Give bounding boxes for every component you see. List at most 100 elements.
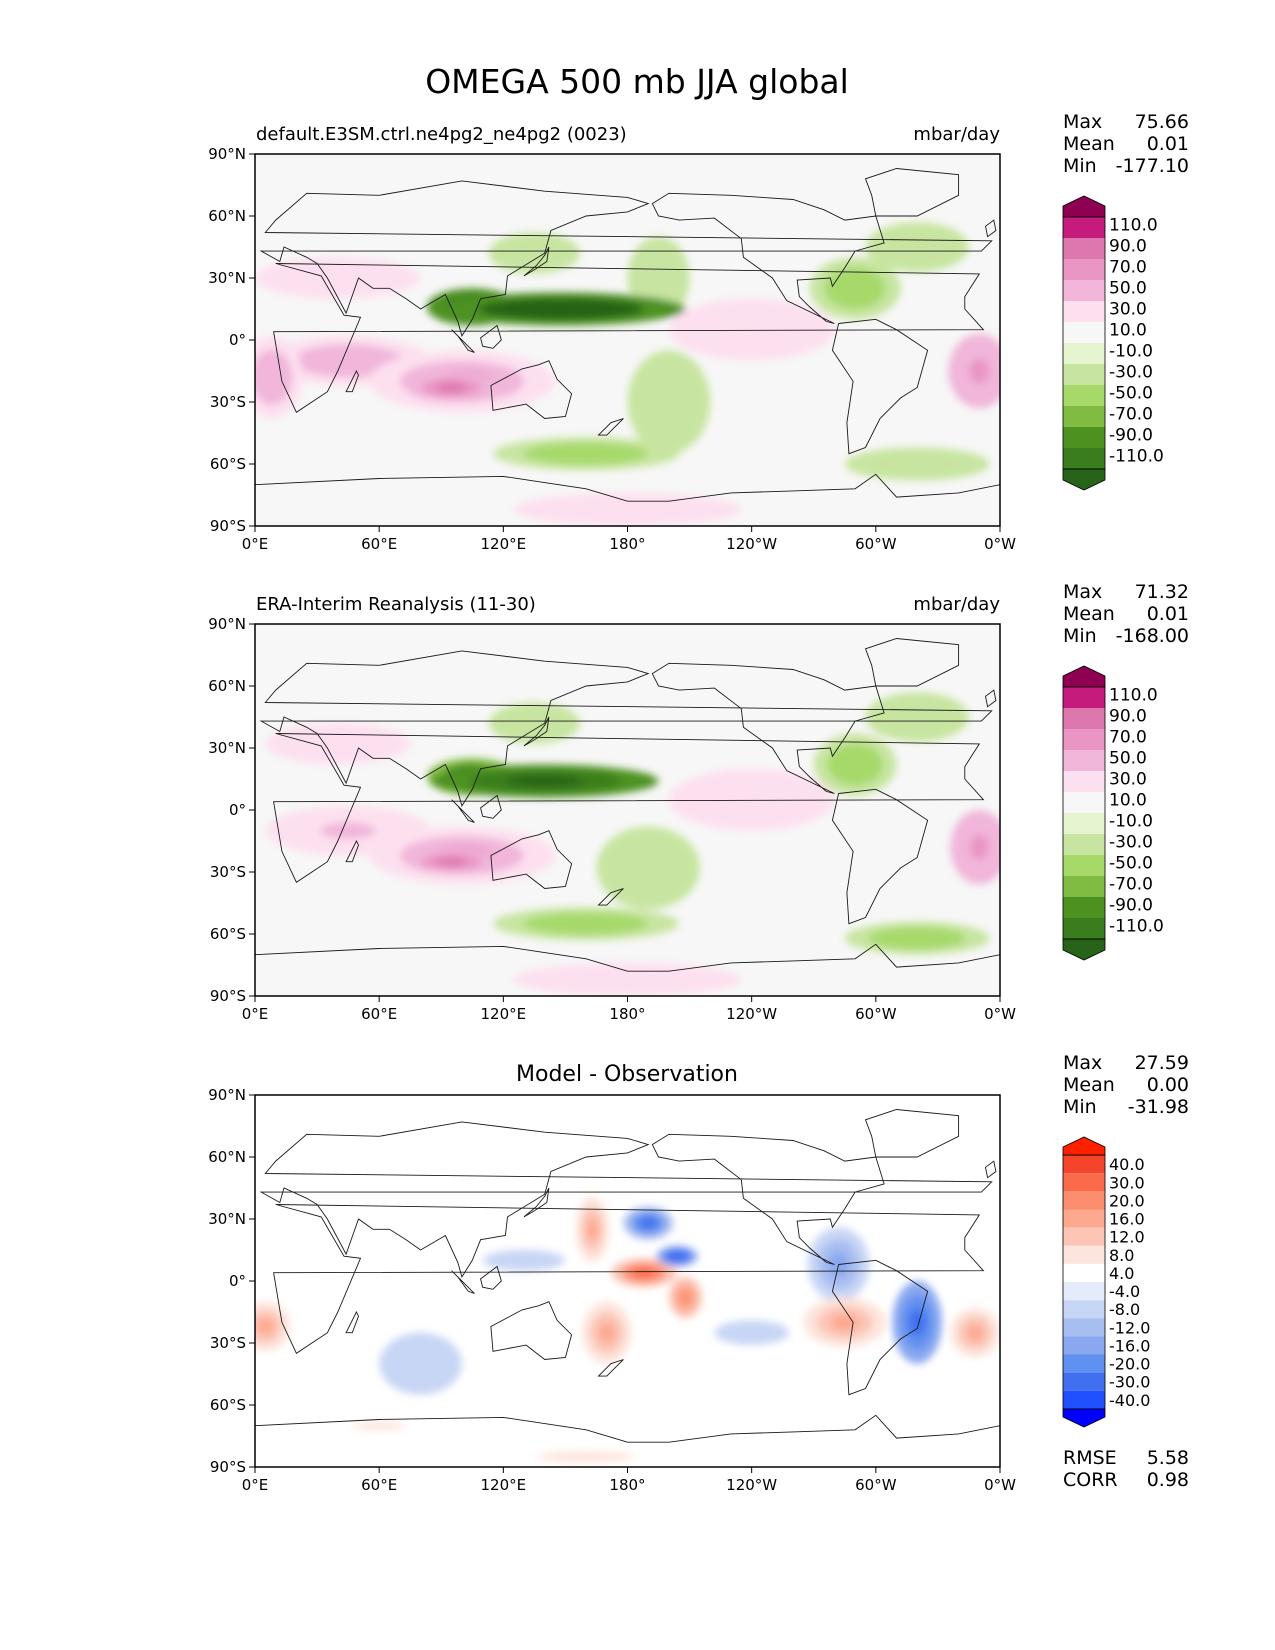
colorbar-segment	[1063, 918, 1105, 939]
coastlines	[255, 638, 1000, 996]
colorbar-level-label: -110.0	[1109, 446, 1164, 466]
colorbar-level-label: -90.0	[1109, 895, 1153, 915]
panel-reference-axes: 0°E 60°E 120°E 180° 120°W 60°W 0°W 90°N 60°N 30°N…	[208, 615, 1016, 1023]
panel-model-subtitle: default.E3SM.ctrl.ne4pg2_ne4pg2 (0023)	[256, 124, 627, 145]
y-tick-label: 30°N	[208, 1210, 246, 1228]
panel-reference-subtitle: ERA-Interim Reanalysis (11-30)	[256, 594, 536, 615]
colorbar-level-label: -12.0	[1109, 1318, 1150, 1337]
field-blob	[519, 246, 550, 261]
colorbar-level-label: 16.0	[1109, 1210, 1145, 1229]
field-blob	[899, 708, 935, 726]
panel-reference: ERA-Interim Reanalysis (11-30) mbar/day …	[208, 581, 1189, 1023]
colorbar-segment	[1063, 1372, 1105, 1391]
coastline	[523, 246, 550, 277]
coastline	[651, 192, 885, 324]
panel-reference-stats: Max 71.32 Mean 0.01 Min -168.00	[1063, 581, 1189, 647]
colorbar-segment	[1063, 322, 1105, 343]
colorbar-level-label: 110.0	[1109, 215, 1158, 235]
field-blob	[968, 358, 990, 384]
coastline	[597, 418, 624, 436]
field-blob	[519, 716, 550, 731]
error-stat-label: RMSE	[1063, 1447, 1117, 1469]
colorbar-level-label: -10.0	[1109, 341, 1153, 361]
coastline	[523, 716, 550, 747]
coastline	[273, 733, 985, 883]
stat-label: Min	[1063, 625, 1097, 647]
field-blob	[351, 1421, 407, 1430]
colorbar-segment	[1063, 1191, 1105, 1210]
field-blob	[841, 754, 869, 775]
field-blob	[598, 1322, 616, 1343]
coastline	[831, 318, 929, 455]
colorbar-level-label: 10.0	[1109, 790, 1147, 810]
coastline	[259, 1121, 993, 1278]
colorbar-segment	[1063, 1300, 1105, 1319]
coastline	[864, 1109, 960, 1158]
colorbar-segment	[1063, 301, 1105, 322]
colorbar-extend-top	[1062, 1136, 1106, 1156]
colorbar-level-label: -70.0	[1109, 874, 1153, 894]
panel-difference-axes: 0°E 60°E 120°E 180° 120°W 60°W 0°W 90°N 60°N 30°N…	[208, 1086, 1016, 1494]
x-tick-label: 60°W	[855, 535, 897, 553]
colorbar-segment	[1063, 406, 1105, 427]
field-blob	[503, 1254, 545, 1266]
panel-model-axes: 0°E 60°E 120°E 180° 120°W 60°W 0°W 90°N 60°N 30°N…	[208, 145, 1016, 553]
field-blob	[893, 458, 942, 470]
field-blob	[436, 382, 467, 393]
colorbar-frame	[1062, 1154, 1106, 1410]
field-blob	[893, 932, 942, 944]
field-blob	[320, 822, 376, 839]
field-blob	[589, 973, 666, 985]
colorbar-segment	[1063, 1227, 1105, 1246]
field-blob	[739, 1328, 765, 1337]
colorbar-level-label: -50.0	[1109, 383, 1153, 403]
colorbar-level-label: 50.0	[1109, 278, 1147, 298]
colorbar-level-label: 30.0	[1109, 769, 1147, 789]
coastline	[259, 650, 993, 807]
x-tick-label: 60°W	[855, 1476, 897, 1494]
field-blob	[257, 1318, 274, 1335]
colorbar-segment	[1063, 1282, 1105, 1301]
panel-difference-stats: Max 27.59 Mean 0.00 Min -31.98	[1063, 1052, 1189, 1118]
stat-value: -168.00	[1116, 625, 1189, 647]
coastline	[597, 888, 624, 906]
y-tick-label: 30°S	[210, 863, 246, 881]
colorbar-level-label: -16.0	[1109, 1336, 1150, 1355]
field-blob	[537, 1451, 635, 1463]
y-tick-label: 90°N	[208, 1086, 246, 1104]
colorbar-level-label: 70.0	[1109, 727, 1147, 747]
colorbar-level-label: -30.0	[1109, 832, 1153, 852]
colorbar-level-label: 90.0	[1109, 706, 1147, 726]
x-tick-label: 60°E	[361, 535, 397, 553]
x-tick-label: 180°	[609, 1005, 645, 1023]
stat-value: 0.00	[1147, 1074, 1189, 1096]
colorbar-level-label: -40.0	[1109, 1391, 1150, 1410]
coastline	[451, 1270, 475, 1294]
x-tick-label: 60°W	[855, 1005, 897, 1023]
x-tick-label: 0°W	[984, 1005, 1016, 1023]
colorbar-level-label: -50.0	[1109, 853, 1153, 873]
field-blob	[519, 303, 603, 315]
colorbar-level-label: -30.0	[1109, 1373, 1150, 1392]
y-tick-label: 0°	[229, 1272, 246, 1290]
y-tick-label: 60°N	[208, 1148, 246, 1166]
stat-label: Mean	[1063, 133, 1115, 155]
coastline	[831, 788, 929, 925]
colorbar-segment	[1063, 217, 1105, 238]
colorbar-segment	[1063, 1390, 1105, 1409]
stat-value: 0.01	[1147, 133, 1189, 155]
error-stat-value: 5.58	[1147, 1447, 1189, 1469]
x-tick-label: 0°E	[242, 1476, 269, 1494]
coastline	[259, 180, 993, 337]
stat-value: 75.66	[1135, 111, 1189, 133]
coastline	[480, 1265, 502, 1290]
field-blob	[555, 448, 618, 460]
colorbar-extend-top	[1062, 195, 1106, 218]
colorbar-extend-bottom	[1062, 1408, 1106, 1428]
colorbar-extend-top	[1062, 665, 1106, 688]
x-tick-label: 180°	[609, 535, 645, 553]
colorbar-segment	[1063, 259, 1105, 280]
figure-title: OMEGA 500 mb JJA global	[425, 62, 849, 101]
panel-difference-subtitle: Model - Observation	[516, 1062, 738, 1087]
field-blob	[436, 857, 467, 866]
